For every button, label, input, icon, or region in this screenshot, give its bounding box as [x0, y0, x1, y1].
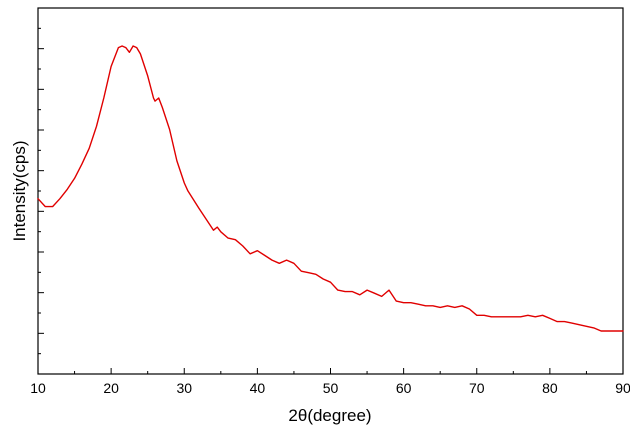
x-axis-ticks: 10 20 30 40 50 60 70 80 90	[30, 368, 630, 396]
x-tick-label: 20	[103, 380, 119, 396]
x-tick-label: 60	[396, 380, 412, 396]
series-line	[37, 45, 624, 332]
y-axis-ticks	[38, 7, 44, 375]
x-tick-label: 30	[176, 380, 192, 396]
x-tick-label: 40	[250, 380, 266, 396]
x-axis-title: 2θ(degree)	[288, 406, 371, 425]
series-layer	[37, 45, 624, 332]
plot-frame	[37, 7, 624, 375]
x-tick-label: 80	[542, 380, 558, 396]
y-axis-title: Intensity(cps)	[10, 140, 29, 241]
x-tick-label: 10	[30, 380, 46, 396]
x-tick-label: 90	[615, 380, 630, 396]
x-tick-label: 50	[323, 380, 339, 396]
x-tick-label: 70	[469, 380, 485, 396]
